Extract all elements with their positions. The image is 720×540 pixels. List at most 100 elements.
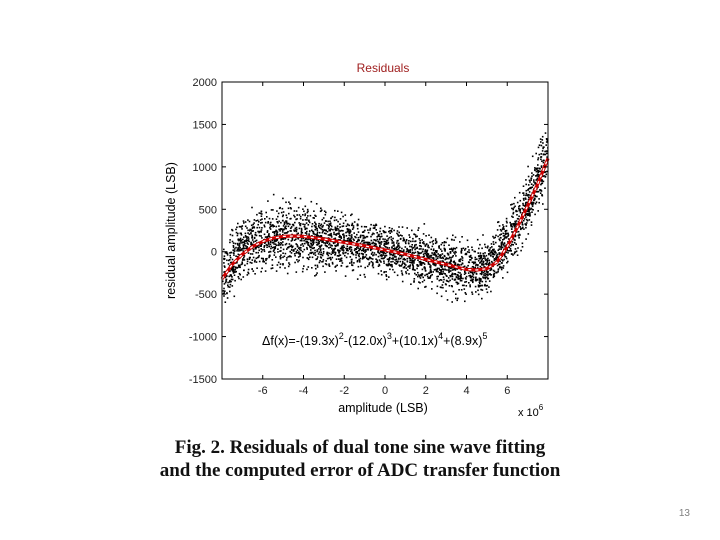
scatter-point bbox=[487, 273, 489, 275]
scatter-point bbox=[494, 236, 496, 239]
scatter-point bbox=[340, 211, 343, 214]
scatter-point bbox=[261, 237, 263, 239]
scatter-point bbox=[351, 224, 353, 227]
scatter-point bbox=[471, 293, 474, 295]
scatter-point bbox=[514, 251, 517, 253]
scatter-point bbox=[240, 242, 242, 244]
scatter-point bbox=[359, 242, 362, 245]
scatter-point bbox=[375, 253, 377, 256]
scatter-point bbox=[528, 191, 531, 193]
scatter-point bbox=[314, 264, 317, 267]
scatter-point bbox=[527, 184, 530, 186]
scatter-point bbox=[346, 239, 349, 242]
scatter-point bbox=[246, 260, 249, 263]
scatter-point bbox=[434, 264, 437, 267]
scatter-point bbox=[308, 220, 310, 222]
x-tick-label: 2 bbox=[423, 385, 429, 397]
scatter-point bbox=[420, 245, 422, 248]
scatter-point bbox=[223, 292, 225, 294]
scatter-point bbox=[465, 280, 468, 283]
scatter-point bbox=[532, 209, 534, 211]
scatter-point bbox=[538, 153, 541, 156]
scatter-point bbox=[350, 249, 353, 251]
scatter-point bbox=[319, 246, 321, 248]
scatter-point bbox=[250, 241, 252, 244]
y-tick-label: 0 bbox=[211, 247, 217, 259]
scatter-point bbox=[239, 225, 242, 228]
scatter-point bbox=[225, 278, 228, 281]
scatter-point bbox=[430, 254, 433, 257]
scatter-point bbox=[416, 235, 418, 238]
scatter-point bbox=[397, 233, 399, 236]
scatter-point bbox=[347, 249, 349, 252]
scatter-point bbox=[325, 263, 328, 266]
x-tick-label: 6 bbox=[504, 385, 510, 397]
scatter-point bbox=[436, 267, 439, 270]
scatter-point bbox=[288, 262, 290, 264]
scatter-point bbox=[465, 293, 467, 295]
scatter-point bbox=[389, 268, 391, 271]
scatter-point bbox=[439, 256, 441, 259]
scatter-point bbox=[248, 233, 251, 236]
scatter-point bbox=[513, 252, 516, 255]
scatter-point bbox=[409, 236, 411, 238]
scatter-point bbox=[507, 260, 509, 263]
scatter-point bbox=[457, 274, 459, 277]
scatter-point bbox=[505, 251, 507, 254]
scatter-point bbox=[380, 254, 383, 256]
scatter-point bbox=[388, 264, 390, 266]
scatter-point bbox=[280, 211, 283, 214]
scatter-point bbox=[236, 234, 239, 237]
scatter-point bbox=[394, 258, 396, 261]
x-multiplier-base: x 10 bbox=[518, 407, 539, 419]
scatter-point bbox=[294, 221, 296, 224]
scatter-point bbox=[447, 253, 449, 255]
scatter-point bbox=[438, 279, 441, 282]
scatter-point bbox=[328, 247, 330, 249]
scatter-point bbox=[418, 261, 421, 263]
scatter-point bbox=[445, 241, 447, 244]
scatter-point bbox=[375, 229, 377, 231]
scatter-point bbox=[231, 285, 234, 287]
scatter-point bbox=[484, 243, 486, 246]
scatter-point bbox=[427, 255, 429, 258]
scatter-point bbox=[338, 251, 340, 254]
scatter-point bbox=[411, 249, 413, 251]
scatter-point bbox=[348, 231, 351, 233]
scatter-point bbox=[386, 264, 388, 267]
scatter-point bbox=[246, 227, 248, 229]
scatter-point bbox=[393, 244, 395, 246]
scatter-point bbox=[306, 268, 308, 271]
scatter-point bbox=[423, 279, 426, 282]
scatter-point bbox=[315, 258, 317, 261]
scatter-point bbox=[468, 251, 471, 254]
scatter-point bbox=[261, 218, 263, 220]
scatter-point bbox=[339, 226, 341, 228]
scatter-point bbox=[282, 214, 284, 216]
scatter-point bbox=[383, 243, 386, 245]
scatter-point bbox=[432, 271, 434, 273]
scatter-point bbox=[411, 253, 413, 255]
scatter-point bbox=[348, 240, 351, 242]
scatter-point bbox=[474, 261, 477, 264]
scatter-point bbox=[401, 250, 403, 253]
scatter-point bbox=[503, 242, 506, 244]
scatter-point bbox=[257, 251, 259, 254]
scatter-point bbox=[371, 258, 374, 260]
scatter-point bbox=[336, 255, 339, 257]
scatter-point bbox=[315, 267, 317, 270]
scatter-point bbox=[243, 244, 246, 246]
scatter-point bbox=[502, 225, 505, 228]
scatter-point bbox=[446, 269, 448, 271]
scatter-point bbox=[337, 249, 339, 252]
scatter-point bbox=[487, 245, 489, 248]
scatter-point bbox=[477, 264, 479, 266]
scatter-point bbox=[394, 247, 396, 249]
scatter-point bbox=[500, 266, 503, 269]
scatter-point bbox=[389, 232, 391, 234]
scatter-point bbox=[503, 234, 506, 237]
eq-exp-4: 5 bbox=[482, 331, 487, 341]
scatter-point bbox=[289, 203, 291, 205]
scatter-point bbox=[304, 242, 306, 245]
scatter-point bbox=[333, 233, 335, 236]
